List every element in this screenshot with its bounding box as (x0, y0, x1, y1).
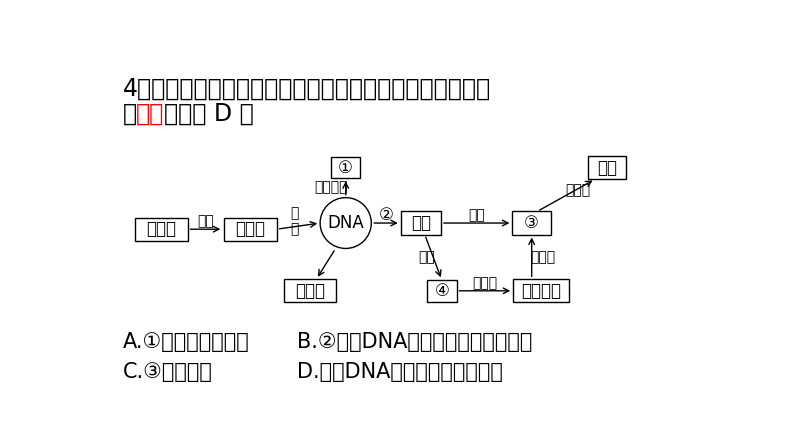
FancyBboxPatch shape (401, 211, 441, 235)
FancyBboxPatch shape (512, 211, 551, 235)
Text: 的是（ D ）: 的是（ D ） (164, 101, 253, 125)
FancyBboxPatch shape (513, 279, 569, 302)
FancyBboxPatch shape (283, 279, 337, 302)
Text: 控制: 控制 (468, 208, 485, 222)
Text: 4．下图是与遗传相关的概念图，下列对图中序号的含义判: 4．下图是与遗传相关的概念图，下列对图中序号的含义判 (122, 77, 491, 101)
Circle shape (320, 198, 372, 249)
Text: ①: ① (338, 159, 353, 177)
FancyBboxPatch shape (224, 218, 277, 241)
Text: 通过: 通过 (418, 250, 435, 264)
Text: 遗传: 遗传 (597, 159, 617, 177)
Text: 蛋白质: 蛋白质 (295, 282, 325, 300)
Text: ④: ④ (434, 282, 449, 300)
Text: 结构特点: 结构特点 (314, 181, 348, 194)
Text: 染色体: 染色体 (235, 220, 265, 238)
Text: ③: ③ (524, 214, 539, 232)
FancyBboxPatch shape (135, 218, 187, 241)
Text: 传递到: 传递到 (472, 276, 498, 290)
Text: 内有: 内有 (197, 215, 214, 228)
Text: 细胞核: 细胞核 (146, 220, 176, 238)
Text: 基因: 基因 (410, 214, 431, 232)
Text: 表现出: 表现出 (530, 250, 556, 264)
Text: 断: 断 (122, 101, 137, 125)
FancyBboxPatch shape (427, 280, 457, 302)
Text: B.②表示DNA上具有遗传效应的片段: B.②表示DNA上具有遗传效应的片段 (297, 333, 532, 352)
FancyBboxPatch shape (588, 156, 626, 179)
Text: C.③表示性状: C.③表示性状 (122, 362, 212, 382)
Text: DNA: DNA (327, 214, 364, 232)
FancyBboxPatch shape (331, 157, 360, 178)
Text: 相似性: 相似性 (565, 184, 591, 198)
Text: D.一个DNA分子上只有一个基因: D.一个DNA分子上只有一个基因 (297, 362, 503, 382)
Text: 包
含: 包 含 (291, 207, 299, 236)
Text: 子代个体: 子代个体 (521, 282, 561, 300)
Text: 错误: 错误 (136, 101, 164, 125)
Text: ②: ② (379, 207, 394, 224)
Text: A.①表示双螺旋结构: A.①表示双螺旋结构 (122, 333, 249, 352)
